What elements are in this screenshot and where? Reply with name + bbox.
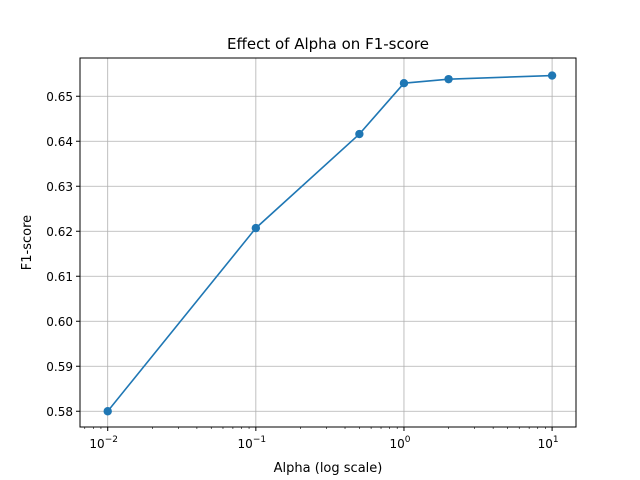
data-point — [399, 79, 409, 88]
y-tick-label: 0.58 — [46, 405, 73, 419]
x-tick-label: 10−2 — [89, 435, 118, 451]
data-point — [251, 223, 261, 233]
x-axis-ticks: 10−2 10−1 100 101 — [84, 427, 559, 451]
y-tick-label: 0.61 — [46, 270, 73, 284]
y-tick-label: 0.65 — [46, 90, 73, 104]
x-tick-label: 100 — [389, 435, 410, 451]
chart-title: Effect of Alpha on F1-score — [227, 35, 429, 53]
x-tick-label: 101 — [538, 435, 559, 451]
y-axis-label: F1-score — [20, 215, 35, 270]
y-tick-label: 0.60 — [46, 315, 73, 329]
y-tick-label: 0.59 — [46, 360, 73, 374]
data-point — [103, 407, 112, 416]
x-axis-label: Alpha (log scale) — [274, 461, 383, 476]
y-tick-label: 0.64 — [46, 135, 73, 149]
y-axis-ticks: 0.58 0.59 0.60 0.61 0.62 0.63 0.64 0.65 — [46, 90, 80, 419]
data-point — [547, 71, 557, 80]
grid — [80, 58, 576, 427]
y-tick-label: 0.63 — [46, 180, 73, 194]
y-tick-label: 0.62 — [46, 225, 73, 239]
series — [103, 71, 557, 416]
data-point — [355, 129, 364, 139]
plot-frame — [79, 57, 577, 428]
series-line — [107, 74, 553, 412]
data-point — [444, 74, 453, 84]
x-tick-label: 10−1 — [238, 435, 267, 451]
